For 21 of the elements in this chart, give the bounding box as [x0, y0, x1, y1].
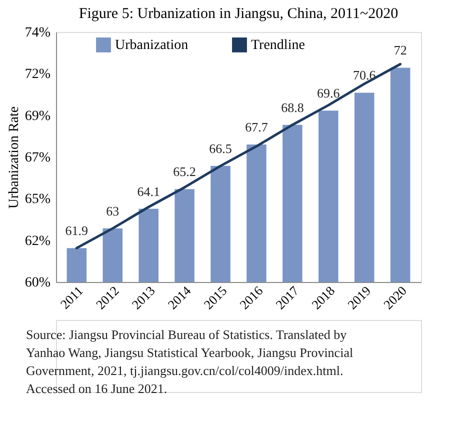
data-label: 67.7	[245, 120, 268, 134]
y-tick-label: 69%	[24, 108, 51, 124]
legend-label: Urbanization	[115, 38, 188, 53]
chart-title: Figure 5: Urbanization in Jiangsu, China, 2011~2020	[78, 6, 398, 22]
data-label: 72	[394, 42, 407, 58]
data-label: 66.5	[209, 140, 232, 156]
y-tick-label: 72%	[24, 67, 51, 82]
y-tick-label: 62%	[24, 234, 51, 249]
y-tick-label: 60%	[24, 276, 51, 290]
data-label: 61.9	[65, 223, 88, 238]
y-tick-label: 67%	[24, 150, 51, 166]
data-label: 63	[106, 203, 120, 218]
y-tick-label: 65%	[24, 192, 51, 208]
data-label: 68.8	[281, 100, 304, 115]
legend-label: Trendline	[251, 38, 305, 53]
data-label: 69.6	[317, 86, 340, 101]
y-tick-label: 74%	[24, 26, 51, 40]
data-label: 64.1	[137, 184, 160, 199]
source-note: Source: Jiangsu Provincial Bureau of Statistics. Translated by Yanhao Wang, Jiangsu Statistical Yearbook, Jiangsu Provincial Government, 2021, tj.jiangsu.gov.cn/col/col4009/index.html. Accessed on 16 June 2021.	[26, 327, 354, 396]
data-label: 65.2	[173, 164, 196, 180]
y-axis-title: Urbanization Rate	[6, 106, 22, 209]
